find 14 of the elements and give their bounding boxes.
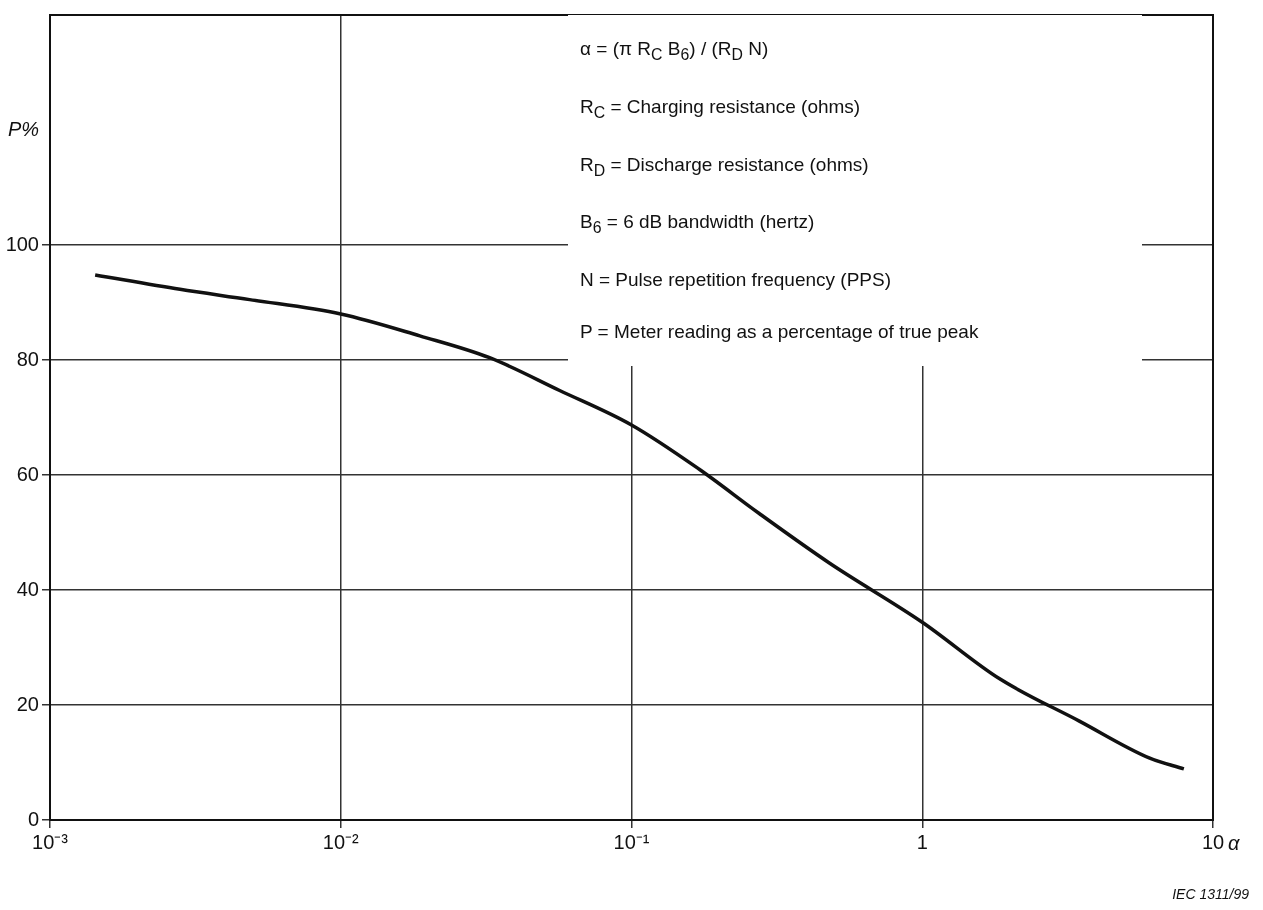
- y-tick-label: 20: [16, 692, 39, 715]
- x-tick-label: 10⁻²: [322, 830, 360, 853]
- x-tick-label: 10: [1201, 830, 1225, 853]
- y-tick-label: 100: [5, 232, 39, 255]
- x-axis-title: α: [1228, 832, 1240, 855]
- y-tick-label: 40: [16, 577, 39, 600]
- y-tick-label: 0: [27, 807, 39, 830]
- y-tick-label: 60: [16, 462, 39, 485]
- x-tick-label: 1: [916, 830, 928, 853]
- x-tick-label: 10⁻¹: [613, 830, 650, 853]
- y-tick-label: 80: [16, 347, 39, 370]
- x-tick-label: 10⁻³: [32, 830, 69, 853]
- y-axis-title: P%: [8, 118, 40, 141]
- text: IEC 1311/99: [1172, 886, 1249, 902]
